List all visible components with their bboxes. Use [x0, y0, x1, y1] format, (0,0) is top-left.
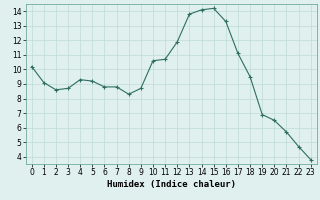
X-axis label: Humidex (Indice chaleur): Humidex (Indice chaleur)	[107, 180, 236, 189]
